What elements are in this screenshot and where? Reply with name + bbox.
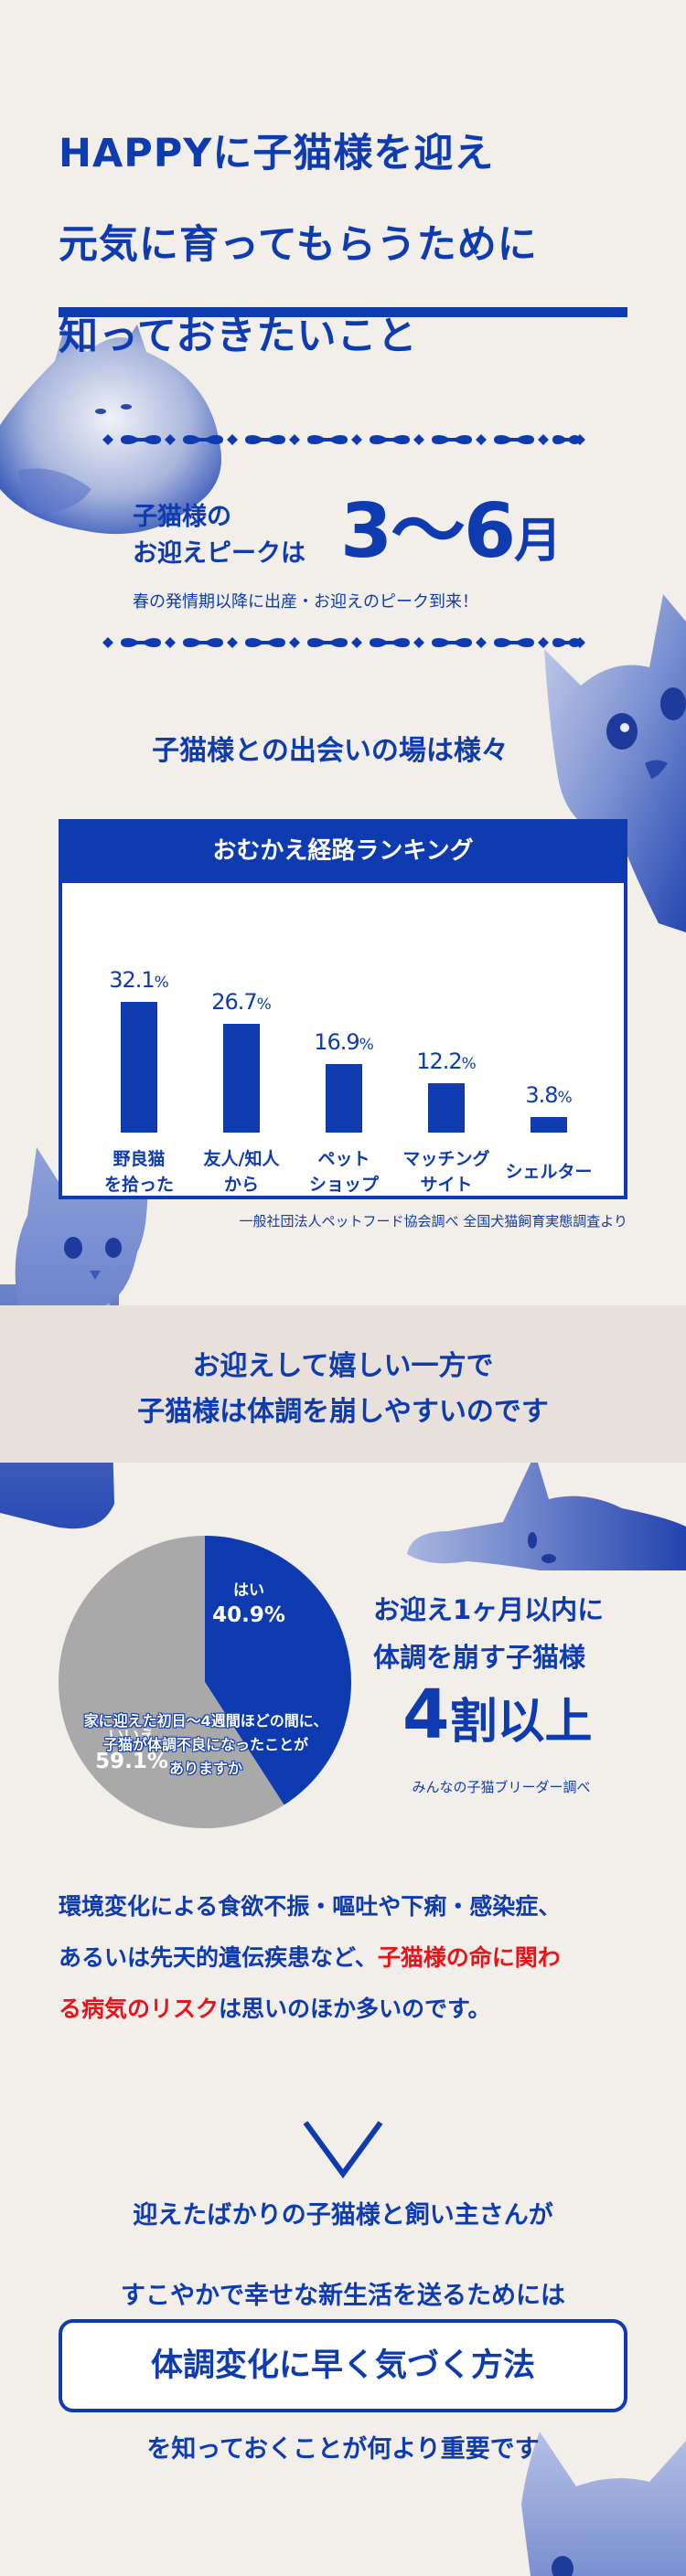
ornament-divider-top (102, 434, 585, 445)
risk-line-1: 環境変化による食欲不振・嘔吐や下痢・感染症、 (59, 1893, 562, 1920)
bar-category-label: シェルター (505, 1162, 593, 1182)
bar-value-label: 26.7% (211, 989, 272, 1015)
ranking-chart-body: 32.1% 野良猫 を拾った 26.7% 友人/知人 から 16.9% ペット ショップ 12.2… (62, 883, 624, 1196)
peak-range-value: 3〜6 (340, 488, 516, 575)
survey-question-line-1: 家に迎えた初日〜4週間ほどの間に、 (83, 1712, 328, 1730)
bar-column: 16.9% ペット ショップ (293, 883, 395, 1196)
risk-line-2-text: あるいは先天的遺伝疾患など、 (59, 1944, 378, 1971)
risk-highlight-2: る病気のリスク (59, 1996, 220, 2022)
stat-heading-line-1: お迎え1ヶ月以内に (373, 1594, 605, 1625)
stat-heading: お迎え1ヶ月以内に 体調を崩す子猫様 (373, 1586, 604, 1681)
lying-kitten-image (402, 1453, 686, 1572)
peak-subtitle: 春の発情期以降に出産・お迎えのピーク到来！ (133, 592, 478, 612)
bar-value-label: 12.2% (416, 1048, 477, 1074)
peak-range-unit: 月 (514, 514, 563, 569)
bar-category-label: 友人/知人 から (203, 1149, 280, 1195)
risk-highlight-1: 子猫様の命に関わ (377, 1944, 561, 1971)
hero-title-line-3: 知っておきたいこと (59, 314, 418, 359)
bottom-kitten-image (512, 2432, 686, 2576)
bar-column: 3.8% シェルター (498, 883, 600, 1196)
stat-heading-line-2: 体調を崩す子猫様 (373, 1642, 586, 1673)
bar-category-label: 野良猫 を拾った (103, 1149, 174, 1195)
bar (121, 1002, 157, 1133)
encounter-heading: 子猫様との出会いの場は様々 (152, 735, 509, 767)
pie-slice (205, 1536, 352, 1805)
closing-line-2: すこやかで幸せな新生活を送るためには (121, 2282, 565, 2310)
peak-range: 3〜6月 (340, 486, 562, 587)
stat-big-number: 4 (402, 1676, 450, 1754)
peak-label-line-1: 子猫様の (133, 503, 231, 531)
ornament-divider-bottom (102, 637, 585, 648)
bar-category-label: ペット ショップ (308, 1149, 379, 1195)
sitting-kitten-head-image (0, 1143, 155, 1307)
warning-band-text: お迎えして嬉しい一方で 子猫様は体調を崩しやすいのです (0, 1344, 686, 1435)
bar-column: 32.1% 野良猫 を拾った (88, 883, 190, 1196)
ranking-chart-title: おむかえ経路ランキング (212, 837, 474, 865)
bar-value-label: 16.9% (314, 1029, 374, 1055)
hero-title: HAPPYに子猫様を迎え 元気に育ってもらうために 知っておきたいこと (59, 108, 644, 382)
pie-slice (59, 1536, 284, 1828)
closing-intro: 迎えたばかりの子猫様と飼い主さんが すこやかで幸せな新生活を送るためには (0, 2176, 686, 2336)
stat-source: みんなの子猫ブリーダー調べ (412, 1779, 591, 1795)
risk-line-3: る病気のリスクは思いのほか多いのです。 (59, 1984, 635, 2035)
bar (428, 1083, 465, 1133)
closing-line-3: を知っておくことが何より重要です (146, 2435, 540, 2464)
warning-band-line-1: お迎えして嬉しい一方で (192, 1350, 494, 1382)
pie-label-yes-value: 40.9% (212, 1603, 285, 1627)
pie-label-no-value: 59.1% (95, 1750, 168, 1773)
bar-value-label: 3.8% (525, 1082, 573, 1108)
pie-label-no: いいえ 59.1% (77, 1726, 187, 1775)
chevron-down-icon (303, 2121, 383, 2179)
bar-column: 26.7% 友人/知人 から (190, 883, 293, 1196)
ranking-chart: おむかえ経路ランキング 32.1% 野良猫 を拾った 26.7% 友人/知人 から 16.9… (59, 819, 627, 1199)
pie-label-no-name: いいえ (108, 1728, 155, 1746)
peeking-kitten-image (494, 567, 686, 932)
hero-divider (59, 307, 627, 317)
bar-column: 12.2% マッチング サイト (395, 883, 498, 1196)
bar (326, 1064, 362, 1133)
risk-paragraph: 環境変化による食欲不振・嘔吐や下痢・感染症、 あるいは先天的遺伝疾患など、子猫様… (59, 1881, 635, 2035)
peak-label-line-2: お迎えピークは (133, 539, 305, 568)
risk-line-2: あるいは先天的遺伝疾患など、子猫様の命に関わ (59, 1932, 635, 1984)
warning-band (0, 1305, 686, 1463)
survey-question: 家に迎えた初日〜4週間ほどの間に、 子猫が体調不良になったことが ありますか (55, 1709, 357, 1781)
early-detection-method-box: 体調変化に早く気づく方法 (59, 2319, 627, 2412)
hero-title-line-1: HAPPYに子猫様を迎え (59, 131, 495, 176)
peak-label: 子猫様の お迎えピークは (133, 499, 305, 572)
risk-line-3-text: は思いのほか多いのです。 (219, 1996, 491, 2022)
pie-graphic (59, 1536, 352, 1828)
bar-value-label: 32.1% (109, 967, 169, 993)
pie-label-yes: はい 40.9% (194, 1580, 304, 1629)
pie-label-yes-name: はい (233, 1581, 264, 1600)
warning-band-line-2: 子猫様は体調を崩しやすいのです (137, 1396, 549, 1428)
bar-category-label: マッチング サイト (402, 1149, 490, 1195)
survey-question-line-2: 子猫が体調不良になったことが (102, 1736, 308, 1753)
closing-line-1: 迎えたばかりの子猫様と飼い主さんが (133, 2201, 553, 2230)
sleeping-kittens-image (0, 325, 238, 544)
stat-big-suffix: 割以上 (449, 1695, 593, 1750)
survey-pie-chart: はい 40.9% いいえ 59.1% (59, 1536, 352, 1828)
bar (223, 1024, 260, 1133)
hero-title-line-2: 元気に育ってもらうために (59, 222, 538, 268)
survey-question-line-3: ありますか (168, 1760, 242, 1777)
stat-big-value: 4割以上 (402, 1678, 593, 1759)
ranking-source: 一般社団法人ペットフード協会調べ 全国犬猫飼育実態調査より (239, 1213, 627, 1229)
bar (531, 1117, 567, 1133)
